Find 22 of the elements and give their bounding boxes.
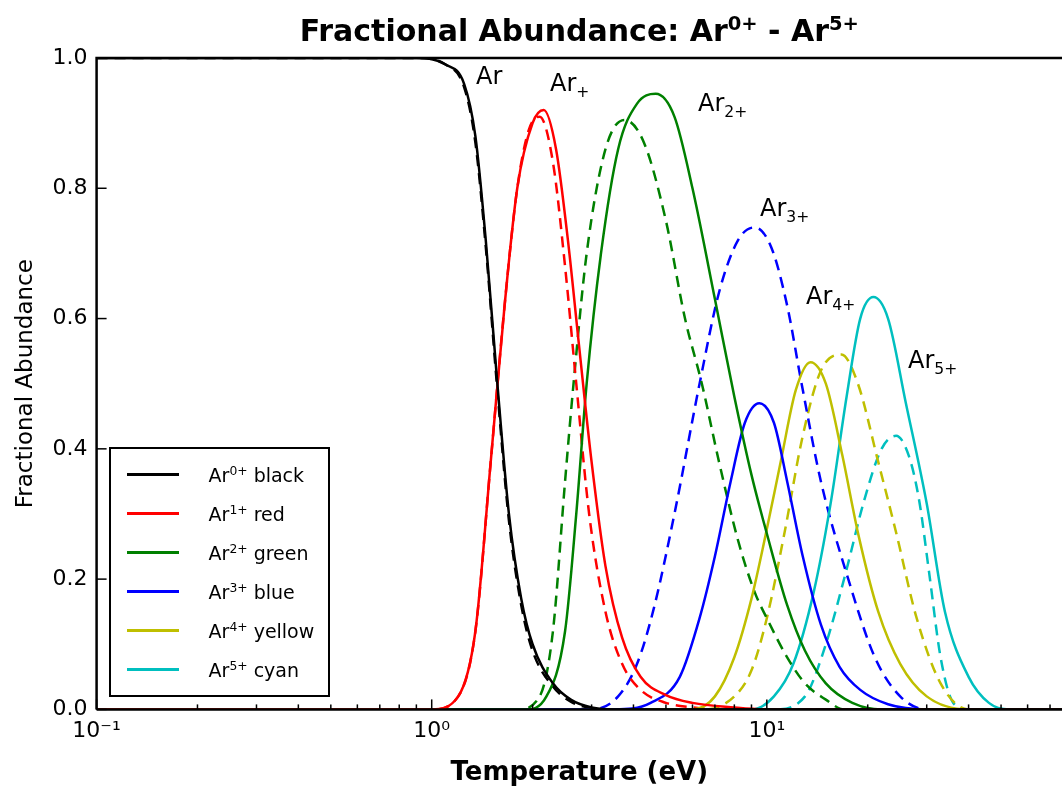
annotation: Ar$_{3+}$ <box>760 194 810 226</box>
x-axis-title: Temperature (eV) <box>450 756 709 787</box>
annotation: Ar$_{2+}$ <box>698 89 748 121</box>
y-tick-label: 1.0 <box>52 43 88 69</box>
annotation: Ar$_{4+}$ <box>806 282 856 314</box>
x-tick-label: 10⁰ <box>413 717 451 743</box>
legend-label: Ar$^{5+}$ cyan <box>208 658 300 682</box>
y-axis-title: Fractional Abundance <box>10 259 37 509</box>
legend-label: Ar$^{2+}$ green <box>208 541 309 565</box>
legend-label: Ar$^{1+}$ red <box>208 502 285 526</box>
chart-title: Fractional Abundance: Ar$^{0+}$ - Ar$^{5+}$ <box>299 12 859 48</box>
annotation: Ar <box>476 62 503 90</box>
y-tick-label: 0.2 <box>52 564 88 590</box>
legend-label: Ar$^{3+}$ blue <box>208 580 295 604</box>
y-tick-label: 0.4 <box>52 434 88 460</box>
x-tick-label: 10¹ <box>748 717 786 743</box>
legend-label: Ar$^{4+}$ yellow <box>208 619 315 643</box>
y-tick-label: 0.8 <box>52 174 88 199</box>
annotation: Ar$_{+}$ <box>550 69 590 101</box>
annotation: Ar$_{5+}$ <box>908 346 958 378</box>
legend-label: Ar$^{0+}$ black <box>208 463 305 487</box>
y-tick-label: 0.6 <box>52 304 88 330</box>
